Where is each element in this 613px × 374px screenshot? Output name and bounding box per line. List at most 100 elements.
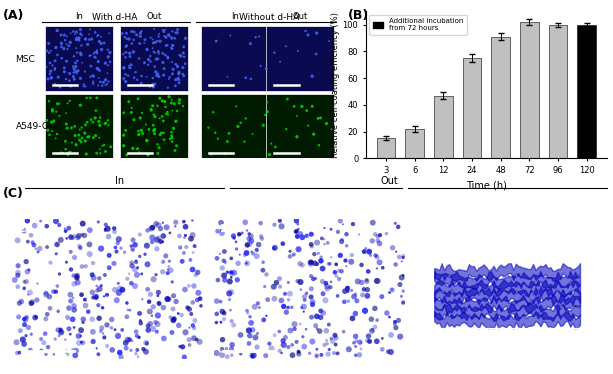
Point [66, 83, 75, 89]
Point [45, 71, 55, 77]
Point [52, 131, 62, 137]
Point [300, 28, 310, 34]
Point [129, 117, 139, 123]
Point [246, 233, 256, 239]
Point [362, 277, 371, 283]
Point [368, 220, 378, 226]
Point [154, 115, 164, 121]
Point [101, 226, 110, 232]
Point [181, 224, 191, 230]
Point [53, 308, 63, 314]
Point [373, 237, 383, 243]
Point [96, 328, 106, 334]
Point [391, 249, 401, 255]
Point [158, 220, 168, 226]
Point [319, 225, 329, 231]
Point [319, 241, 329, 247]
Point [126, 243, 136, 249]
Point [216, 227, 226, 233]
Point [99, 79, 109, 85]
Point [21, 314, 31, 320]
Point [128, 237, 138, 243]
Point [24, 267, 34, 273]
Point [275, 348, 284, 354]
Point [96, 79, 105, 85]
Point [306, 241, 316, 247]
Point [74, 243, 84, 249]
Point [56, 329, 66, 335]
Point [175, 97, 185, 103]
Point [242, 308, 252, 314]
Point [390, 321, 400, 327]
Point [121, 345, 131, 351]
Point [91, 294, 101, 300]
Point [386, 349, 396, 355]
Point [248, 131, 257, 137]
Point [231, 239, 241, 245]
Point [93, 302, 103, 308]
Point [58, 150, 67, 156]
Point [23, 292, 33, 298]
Point [244, 327, 254, 333]
Point [381, 231, 391, 237]
Point [50, 81, 60, 87]
Point [66, 267, 76, 273]
Point [355, 339, 365, 345]
Point [236, 351, 246, 357]
Point [292, 233, 302, 239]
Legend: Additional incubation
from 72 hours: Additional incubation from 72 hours [370, 15, 466, 35]
Point [132, 347, 142, 353]
Point [94, 75, 104, 81]
Point [104, 122, 113, 128]
Point [99, 334, 109, 340]
Point [72, 29, 82, 35]
Point [292, 229, 302, 234]
Point [93, 351, 103, 357]
Point [48, 108, 58, 114]
Point [102, 70, 112, 76]
Bar [120, 94, 188, 159]
Point [397, 258, 407, 264]
Point [298, 334, 308, 340]
Point [94, 135, 104, 141]
Point [235, 231, 245, 237]
Point [135, 232, 145, 237]
Point [261, 112, 270, 118]
Point [13, 284, 23, 290]
Point [29, 242, 39, 248]
Point [168, 66, 178, 72]
Point [83, 42, 93, 47]
Point [142, 74, 151, 80]
Point [394, 224, 403, 230]
Point [169, 125, 178, 131]
Point [211, 319, 221, 325]
Point [135, 82, 145, 88]
Point [55, 84, 65, 90]
Point [286, 328, 295, 334]
Point [294, 246, 303, 252]
Point [216, 220, 226, 226]
Bar [434, 95, 453, 159]
Point [167, 107, 177, 113]
Point [305, 260, 315, 266]
Point [169, 101, 179, 107]
Point [61, 259, 71, 265]
Point [391, 325, 401, 331]
Point [159, 33, 169, 39]
Point [143, 62, 153, 68]
Point [87, 36, 97, 42]
Point [252, 253, 262, 259]
Point [213, 228, 223, 234]
Point [116, 245, 126, 251]
Point [263, 297, 273, 303]
Point [145, 291, 155, 297]
Point [53, 283, 63, 289]
Point [152, 237, 162, 243]
Point [210, 130, 220, 136]
Point [47, 75, 56, 81]
Point [367, 238, 377, 244]
Point [60, 226, 70, 232]
Point [90, 30, 100, 36]
Point [183, 304, 192, 310]
Point [120, 49, 130, 55]
